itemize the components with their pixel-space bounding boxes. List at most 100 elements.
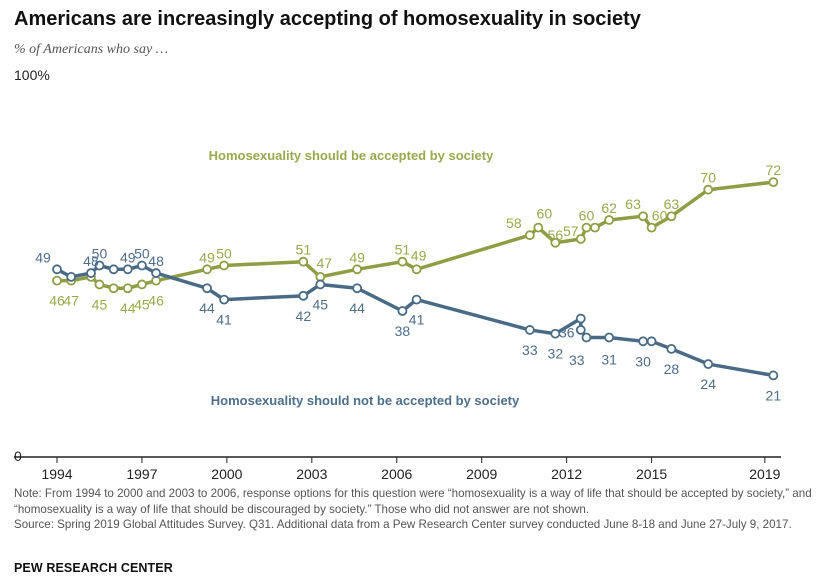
line-chart: 100% 0 1994 1997 2000 2003 2006 2009 2012 2015 201… [14, 67, 782, 482]
brand-label: PEW RESEARCH CENTER [14, 561, 173, 575]
data-label: 57 [563, 223, 579, 239]
x-tick-label: 2015 [636, 466, 667, 482]
data-label: 49 [199, 249, 215, 265]
accepted-data-point [52, 275, 62, 286]
accepted-data-point [298, 256, 309, 267]
data-label: 46 [148, 293, 164, 309]
accepted-data-point [122, 283, 133, 294]
not-accepted-data-point [581, 332, 592, 343]
accepted-data-point [533, 222, 544, 233]
not-accepted-data-point [219, 294, 229, 305]
not-accepted-data-point [638, 336, 648, 347]
not-accepted-data-point [122, 264, 133, 275]
accepted-data-point [94, 279, 105, 290]
data-label: 44 [199, 300, 215, 316]
data-label: 49 [349, 249, 365, 265]
accepted-data-point [575, 234, 586, 244]
not-accepted-data-point [575, 313, 586, 324]
accepted-data-point [219, 260, 229, 271]
not-accepted-data-point [524, 325, 535, 335]
note-text: Note: From 1994 to 2000 and 2003 to 2006… [14, 487, 812, 516]
accepted-data-point [137, 279, 147, 290]
y-tick-label: 0 [14, 448, 22, 464]
x-tick-label: 2000 [211, 466, 242, 482]
accepted-data-point [646, 222, 657, 233]
data-label: 31 [601, 352, 617, 368]
data-label: 33 [522, 342, 538, 358]
data-label: 49 [35, 249, 51, 265]
accepted-data-point [202, 264, 212, 275]
source-text: Source: Spring 2019 Global Attitudes Sur… [14, 518, 792, 531]
not-accepted-data-point [411, 294, 422, 305]
data-label: 60 [579, 208, 595, 224]
data-label: 21 [766, 387, 782, 403]
not-accepted-data-point [202, 283, 212, 294]
x-tick-label: 1997 [126, 466, 157, 482]
data-label: 60 [652, 208, 668, 224]
data-label: 48 [83, 253, 99, 269]
not-accepted-data-point [52, 264, 62, 275]
data-label: 47 [63, 293, 79, 309]
x-tick-label: 2009 [466, 466, 497, 482]
accepted-data-point [581, 222, 592, 233]
data-label: 41 [216, 312, 232, 328]
accepted-data-point [108, 283, 119, 294]
data-label: 50 [216, 246, 232, 262]
data-label: 28 [664, 361, 680, 377]
accepted-data-point [703, 184, 714, 195]
not-accepted-data-point [666, 343, 677, 354]
data-label: 49 [120, 249, 136, 265]
accepted-data-point [666, 211, 677, 222]
data-label: 62 [601, 200, 617, 216]
y-tick-label: 100% [14, 67, 50, 83]
data-label: 30 [635, 353, 651, 369]
not-accepted-data-point [315, 279, 326, 290]
chart-footnote: Note: From 1994 to 2000 and 2003 to 2006… [14, 486, 814, 533]
data-label: 42 [296, 308, 312, 324]
not-accepted-data-point [768, 370, 779, 381]
data-label: 45 [313, 296, 329, 312]
x-tick-label: 2019 [749, 466, 780, 482]
not-accepted-data-point [604, 332, 615, 343]
accepted-data-point [638, 211, 648, 222]
chart-title: Americans are increasingly accepting of … [14, 8, 641, 30]
data-label: 58 [506, 215, 522, 231]
not-accepted-data-point [137, 260, 147, 271]
accepted-data-point [524, 230, 535, 241]
x-tick-label: 2006 [381, 466, 412, 482]
data-label: 50 [92, 246, 108, 262]
data-label: 48 [148, 253, 164, 269]
not-accepted-data-point [298, 290, 309, 301]
not-accepted-data-point [352, 283, 363, 294]
data-label: 32 [548, 346, 564, 362]
data-label: 36 [559, 325, 575, 341]
not-accepted-data-point [646, 336, 657, 347]
annotation-accepted: Homosexuality should be accepted by soci… [209, 148, 494, 163]
not-accepted-data-point [575, 325, 586, 335]
data-label: 56 [548, 227, 564, 243]
accepted-data-point [352, 264, 363, 275]
x-tick-label: 2012 [551, 466, 582, 482]
accepted-data-point [768, 177, 779, 188]
annotation-not-accepted: Homosexuality should not be accepted by … [211, 393, 520, 408]
data-label: 63 [664, 196, 680, 212]
data-label: 44 [120, 300, 136, 316]
data-label: 33 [569, 352, 585, 368]
data-label: 45 [92, 296, 108, 312]
accepted-data-point [604, 215, 615, 225]
chart-subtitle: % of Americans who say … [14, 42, 169, 57]
not-accepted-data-point [66, 271, 77, 282]
data-label: 24 [700, 376, 716, 392]
x-tick-label: 2003 [296, 466, 327, 482]
not-accepted-data-point [151, 268, 161, 278]
accepted-data-point [411, 264, 422, 275]
data-label: 63 [625, 196, 641, 212]
not-accepted-data-point [397, 306, 408, 316]
data-label: 46 [49, 293, 65, 309]
data-label: 51 [395, 242, 411, 258]
not-accepted-data-point [94, 260, 105, 271]
data-label: 51 [296, 242, 312, 258]
data-label: 50 [134, 246, 150, 262]
not-accepted-data-point [550, 328, 561, 339]
data-label: 44 [349, 300, 365, 316]
